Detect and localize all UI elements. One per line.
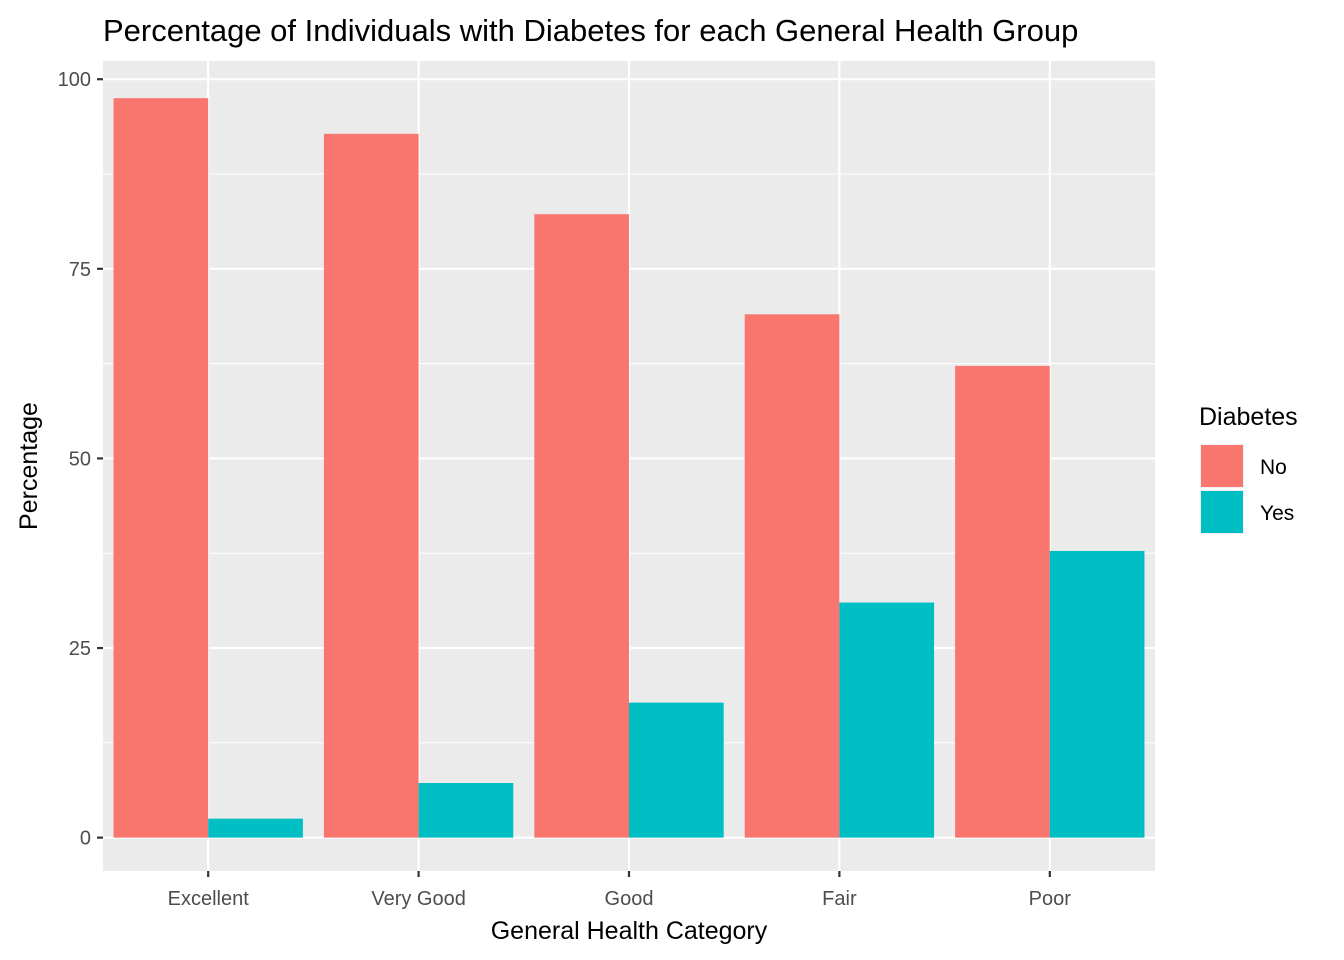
bar-no-very-good xyxy=(323,133,419,838)
x-tick-label: Good xyxy=(605,888,654,910)
legend-label-no: No xyxy=(1260,456,1287,479)
x-tick-label: Fair xyxy=(822,888,857,910)
bar-yes-good xyxy=(629,702,724,838)
legend-title: Diabetes xyxy=(1199,403,1298,431)
x-tick-label: Poor xyxy=(1029,888,1072,910)
x-tick-label: Excellent xyxy=(168,888,250,910)
y-tick-label: 50 xyxy=(69,448,91,470)
y-tick-label: 0 xyxy=(80,828,91,850)
bar-yes-fair xyxy=(839,602,935,838)
y-tick-label: 75 xyxy=(69,259,91,281)
legend-swatch-yes xyxy=(1201,491,1243,533)
bar-yes-excellent xyxy=(208,818,303,838)
chart-title: Percentage of Individuals with Diabetes … xyxy=(103,13,1078,48)
legend-label-yes: Yes xyxy=(1260,502,1294,525)
y-axis: 0 25 50 75 100 xyxy=(58,69,103,850)
bar-yes-very-good xyxy=(418,783,514,838)
legend-swatch-no xyxy=(1201,445,1243,487)
y-axis-title: Percentage xyxy=(15,402,43,530)
bar-no-fair xyxy=(744,314,840,838)
bars xyxy=(113,98,1145,838)
y-tick-label: 25 xyxy=(69,638,91,660)
legend: Diabetes No Yes xyxy=(1199,403,1298,534)
bar-no-excellent xyxy=(113,98,209,838)
x-axis-title: General Health Category xyxy=(491,917,768,945)
bar-no-good xyxy=(534,214,629,838)
bar-yes-poor xyxy=(1049,550,1145,838)
bar-no-poor xyxy=(955,365,1050,838)
y-tick-label: 100 xyxy=(58,69,91,91)
x-axis: Excellent Very Good Good Fair Poor xyxy=(168,871,1072,910)
x-tick-label: Very Good xyxy=(371,888,466,910)
